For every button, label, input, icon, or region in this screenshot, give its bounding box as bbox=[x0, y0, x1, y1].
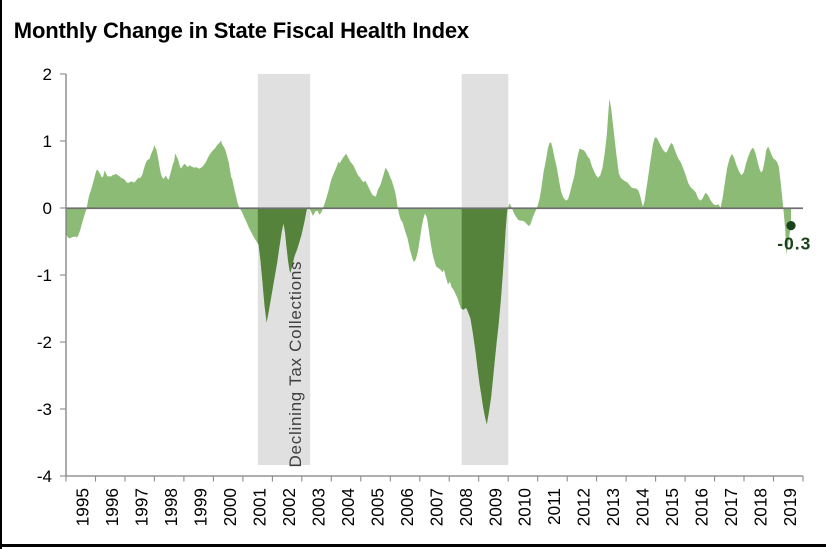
svg-text:2010: 2010 bbox=[515, 488, 535, 526]
svg-text:2014: 2014 bbox=[633, 488, 653, 527]
svg-text:2002: 2002 bbox=[279, 488, 299, 526]
svg-text:2018: 2018 bbox=[751, 488, 771, 526]
svg-text:2013: 2013 bbox=[603, 488, 623, 526]
svg-text:0: 0 bbox=[43, 199, 52, 218]
svg-text:2019: 2019 bbox=[780, 488, 800, 526]
svg-text:2015: 2015 bbox=[662, 488, 682, 526]
svg-text:1998: 1998 bbox=[161, 488, 181, 526]
svg-text:2004: 2004 bbox=[338, 488, 358, 527]
svg-text:1997: 1997 bbox=[132, 488, 152, 526]
svg-text:2006: 2006 bbox=[397, 488, 417, 526]
svg-text:-2: -2 bbox=[37, 333, 52, 352]
svg-text:2009: 2009 bbox=[485, 488, 505, 526]
svg-text:Declining Tax Collections: Declining Tax Collections bbox=[286, 261, 305, 468]
svg-text:-0.3: -0.3 bbox=[777, 233, 811, 253]
svg-text:2017: 2017 bbox=[721, 488, 741, 526]
svg-text:2007: 2007 bbox=[426, 488, 446, 526]
svg-text:-4: -4 bbox=[37, 467, 52, 486]
svg-text:2005: 2005 bbox=[367, 488, 387, 526]
svg-text:2000: 2000 bbox=[220, 488, 240, 526]
svg-text:2001: 2001 bbox=[249, 488, 269, 526]
svg-text:2008: 2008 bbox=[456, 488, 476, 526]
svg-text:1995: 1995 bbox=[73, 488, 93, 526]
svg-text:2: 2 bbox=[43, 65, 52, 84]
svg-text:2016: 2016 bbox=[692, 488, 712, 526]
svg-text:1: 1 bbox=[43, 132, 52, 151]
svg-text:2011: 2011 bbox=[544, 488, 564, 525]
svg-text:2003: 2003 bbox=[308, 488, 328, 526]
svg-text:-3: -3 bbox=[37, 400, 52, 419]
svg-text:1996: 1996 bbox=[102, 488, 122, 526]
svg-text:1999: 1999 bbox=[191, 488, 211, 526]
svg-text:-1: -1 bbox=[37, 266, 52, 285]
svg-text:2012: 2012 bbox=[574, 488, 594, 526]
